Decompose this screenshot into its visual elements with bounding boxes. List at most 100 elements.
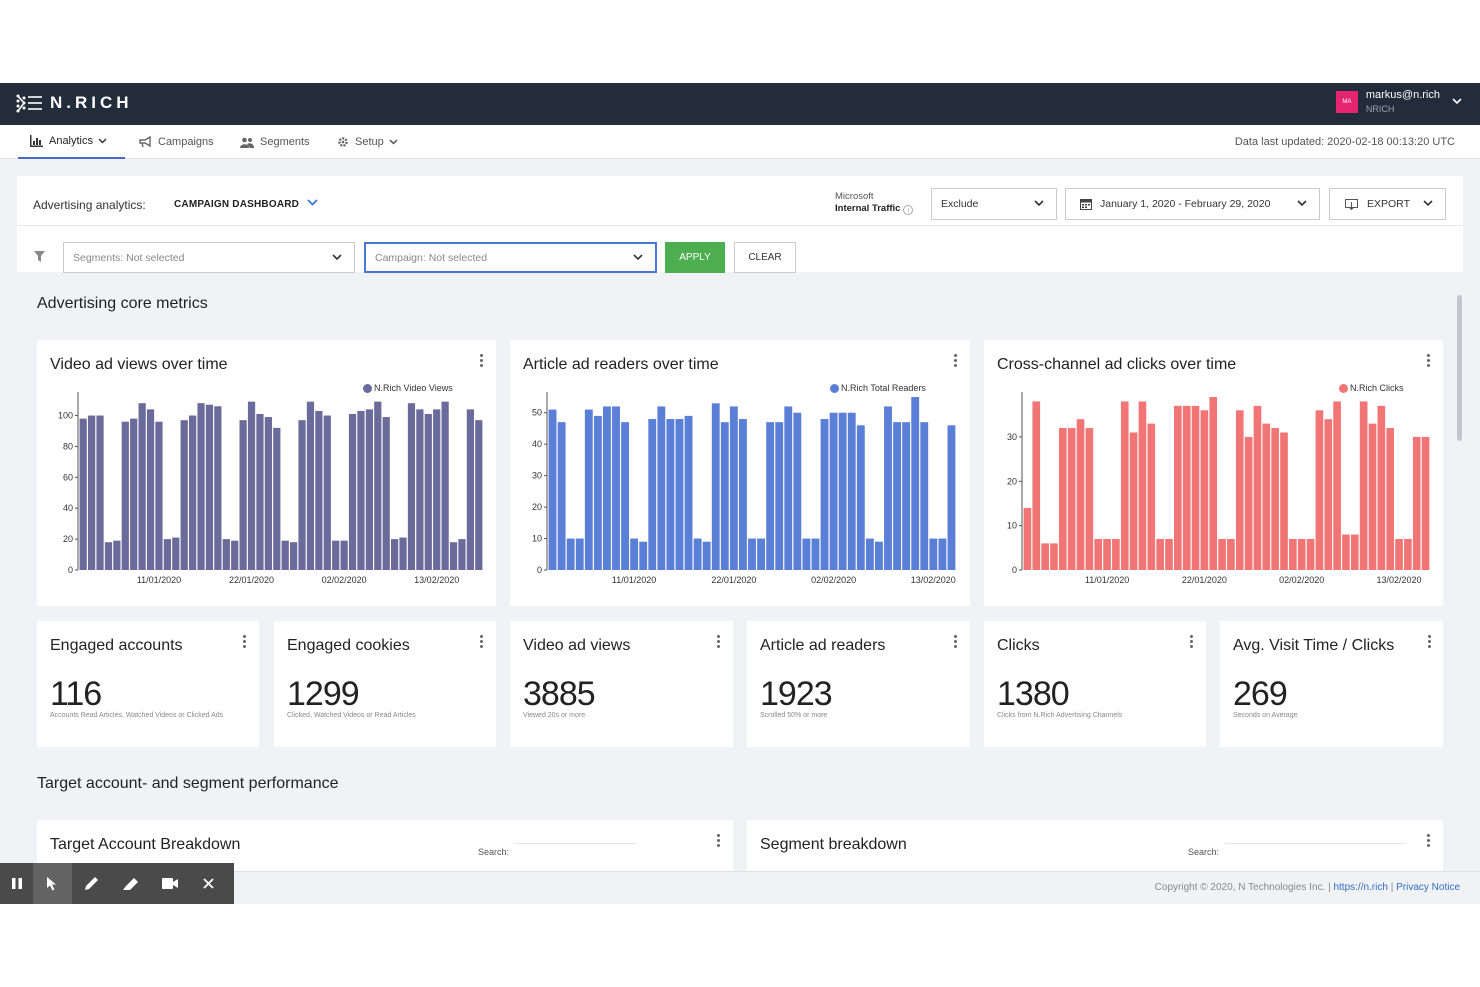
chart-bar[interactable]: [79, 418, 87, 571]
chart-bar[interactable]: [1041, 543, 1049, 570]
segments-select[interactable]: Segments: Not selected: [63, 242, 355, 273]
chart-bar[interactable]: [1076, 419, 1085, 570]
chart-bar[interactable]: [1333, 401, 1341, 570]
chart-bar[interactable]: [264, 417, 272, 570]
chart-bar[interactable]: [1165, 538, 1173, 570]
chart-bar[interactable]: [793, 412, 802, 570]
chart-bar[interactable]: [1377, 405, 1386, 570]
export-button[interactable]: EXPORT: [1329, 188, 1446, 220]
chart-bar[interactable]: [584, 409, 593, 570]
chart-bar[interactable]: [838, 412, 847, 570]
chart-bar[interactable]: [548, 409, 557, 570]
chart-bar[interactable]: [231, 540, 239, 570]
chart-bar[interactable]: [811, 538, 820, 570]
chart-bar[interactable]: [1412, 436, 1421, 570]
chart-bar[interactable]: [1421, 436, 1430, 570]
chart-bar[interactable]: [391, 539, 399, 570]
chart-bar[interactable]: [802, 538, 811, 570]
chart-bar[interactable]: [340, 540, 348, 570]
chart-bar[interactable]: [902, 422, 911, 570]
chart-bar[interactable]: [856, 425, 865, 570]
chart-bar[interactable]: [197, 403, 205, 570]
chart-bar[interactable]: [875, 541, 883, 570]
chart-bar[interactable]: [1324, 419, 1333, 570]
chart-bar[interactable]: [281, 540, 289, 570]
chart-bar[interactable]: [155, 421, 163, 570]
chart-bar[interactable]: [407, 403, 416, 570]
chart-bar[interactable]: [1174, 405, 1182, 570]
chart-bar[interactable]: [720, 422, 729, 570]
chart-bar[interactable]: [1218, 538, 1226, 570]
chart-bar[interactable]: [566, 538, 575, 570]
chart-bar[interactable]: [1050, 543, 1058, 570]
chart-bar[interactable]: [1067, 428, 1076, 570]
chart-bar[interactable]: [639, 541, 648, 570]
chart-bar[interactable]: [575, 538, 584, 570]
chart-bar[interactable]: [416, 409, 424, 570]
chart-bar[interactable]: [1280, 432, 1288, 570]
chart-bar[interactable]: [1289, 538, 1297, 570]
chart-bar[interactable]: [458, 539, 466, 570]
chart-bar[interactable]: [180, 420, 188, 570]
chart-bar[interactable]: [433, 409, 441, 570]
date-range-picker[interactable]: January 1, 2020 - February 29, 2020: [1065, 188, 1320, 220]
chart-bar[interactable]: [475, 420, 483, 570]
chart-bar[interactable]: [357, 410, 365, 570]
chart-bar[interactable]: [1244, 436, 1253, 570]
chart-bar[interactable]: [247, 401, 256, 570]
chart-bar[interactable]: [1395, 538, 1403, 570]
chart-bar[interactable]: [666, 419, 675, 570]
chart-bar[interactable]: [315, 410, 323, 570]
chart-bar[interactable]: [365, 409, 373, 570]
camera-tool[interactable]: [150, 863, 189, 904]
chart-bar[interactable]: [222, 539, 230, 570]
chart-bar[interactable]: [1103, 538, 1111, 570]
chart-bar[interactable]: [1209, 397, 1218, 570]
website-link[interactable]: https://n.rich: [1333, 882, 1388, 893]
more-menu-icon[interactable]: [480, 354, 484, 369]
chart-bar[interactable]: [374, 401, 382, 570]
chart-bar[interactable]: [911, 397, 920, 570]
chart-bar[interactable]: [748, 538, 756, 570]
traffic-select[interactable]: Exclude: [931, 188, 1057, 220]
chart-bar[interactable]: [96, 415, 104, 570]
chart-bar[interactable]: [711, 403, 720, 570]
chart-bar[interactable]: [1058, 428, 1067, 570]
chart-bar[interactable]: [1147, 423, 1156, 570]
chart-bar[interactable]: [239, 420, 247, 570]
chart-bar[interactable]: [113, 540, 121, 570]
chart-bar[interactable]: [121, 421, 129, 570]
nav-item-segments[interactable]: Segments: [240, 125, 310, 159]
chart-bar[interactable]: [865, 538, 874, 570]
chart-bar[interactable]: [757, 538, 765, 570]
apply-button[interactable]: APPLY: [665, 242, 725, 273]
chart-bar[interactable]: [1315, 410, 1324, 570]
search-input[interactable]: [1225, 843, 1405, 844]
chart-bar[interactable]: [138, 403, 146, 570]
chart-bar[interactable]: [1306, 538, 1315, 570]
chart-bar[interactable]: [847, 412, 856, 570]
chart-bar[interactable]: [1350, 534, 1359, 570]
chart-bar[interactable]: [621, 422, 629, 570]
chart-bar[interactable]: [920, 422, 929, 570]
more-menu-icon[interactable]: [1190, 635, 1194, 650]
more-menu-icon[interactable]: [717, 834, 721, 849]
chart-bar[interactable]: [1368, 423, 1377, 570]
chart-bar[interactable]: [1271, 428, 1279, 570]
chart-bar[interactable]: [775, 422, 784, 570]
chart-bar[interactable]: [729, 406, 738, 570]
search-input[interactable]: [515, 843, 635, 844]
chart-bar[interactable]: [466, 409, 474, 570]
chart-bar[interactable]: [684, 415, 693, 570]
chart-bar[interactable]: [702, 541, 711, 570]
chart-bar[interactable]: [163, 539, 171, 570]
more-menu-icon[interactable]: [1427, 834, 1431, 849]
chart-bar[interactable]: [1085, 428, 1094, 570]
chart-bar[interactable]: [938, 538, 947, 570]
chart-bar[interactable]: [205, 404, 214, 570]
chart-bar[interactable]: [1342, 534, 1350, 570]
chart-bar[interactable]: [449, 542, 458, 570]
chart-bar[interactable]: [290, 542, 298, 570]
nav-item-campaigns[interactable]: Campaigns: [139, 125, 214, 159]
chart-bar[interactable]: [273, 427, 281, 570]
